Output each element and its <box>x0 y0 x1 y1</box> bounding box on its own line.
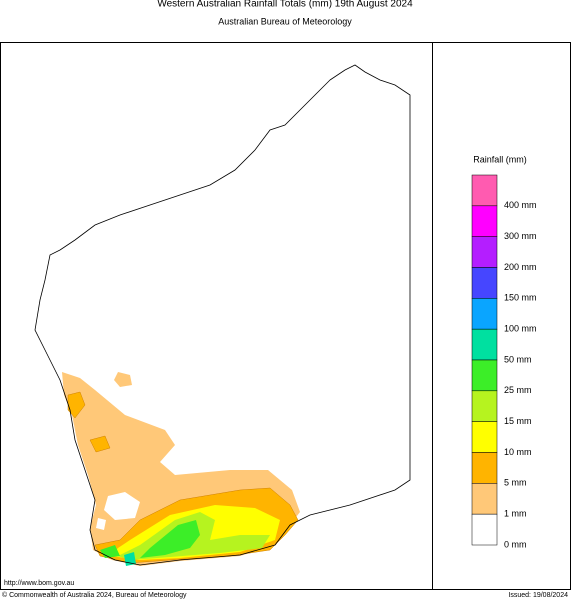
legend-label: 25 mm <box>504 385 532 395</box>
subtitle: Australian Bureau of Meteorology <box>218 16 352 26</box>
legend-label: 5 mm <box>504 478 527 488</box>
legend-swatch <box>471 236 498 268</box>
footer-copyright: © Commonwealth of Australia 2024, Bureau… <box>2 591 187 599</box>
legend-swatch <box>471 421 498 453</box>
legend-title: Rainfall (mm) <box>473 154 527 164</box>
legend-label: 1 mm <box>504 509 527 519</box>
legend-label: 400 mm <box>504 200 537 210</box>
legend-label: 50 mm <box>504 354 532 364</box>
legend-swatch <box>471 483 498 515</box>
coastline <box>34 64 411 566</box>
dry-hole <box>96 492 140 530</box>
legend-label: 150 mm <box>504 293 537 303</box>
title: Western Australian Rainfall Totals (mm) … <box>157 0 413 10</box>
legend-swatch <box>471 359 498 392</box>
legend: 400 mm 300 mm 200 mm 150 mm 100 mm 50 mm 25 mm… <box>471 174 537 549</box>
legend-label: 200 mm <box>504 262 537 272</box>
legend-label: 10 mm <box>504 447 532 457</box>
legend-label: 100 mm <box>504 324 537 334</box>
rain-25mm <box>100 520 200 558</box>
footer-issued: Issued: 19/08/2024 <box>508 592 568 599</box>
legend-swatch <box>471 452 498 484</box>
map <box>34 64 411 566</box>
legend-swatch <box>471 513 498 546</box>
footer-url: http://www.bom.gov.au <box>4 580 74 587</box>
legend-swatch <box>471 298 498 330</box>
legend-swatch <box>471 267 498 299</box>
legend-label: 300 mm <box>504 231 537 241</box>
legend-label: 0 mm <box>504 539 527 549</box>
legend-swatch <box>471 174 498 207</box>
legend-label: 15 mm <box>504 416 532 426</box>
legend-swatch <box>471 390 498 422</box>
legend-swatch <box>471 205 498 237</box>
legend-swatch <box>471 328 498 361</box>
